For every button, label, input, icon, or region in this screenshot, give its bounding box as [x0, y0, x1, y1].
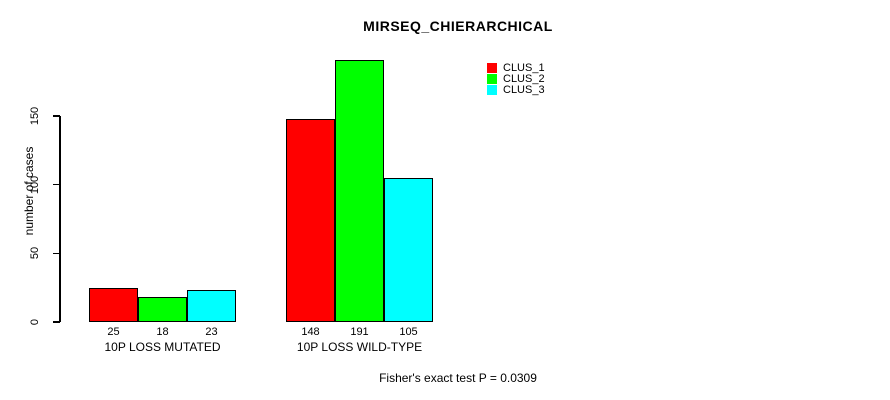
y-tick-label: 0 — [29, 318, 41, 326]
legend-item-clus_3: CLUS_3 — [487, 83, 545, 96]
bar-clus_3-group2 — [384, 177, 433, 322]
y-tick-mark — [53, 115, 60, 117]
y-tick-mark — [53, 321, 60, 323]
x-category-label: 10P LOSS MUTATED — [104, 340, 221, 354]
legend-label: CLUS_1 — [503, 61, 545, 74]
bar-value-label: 23 — [205, 326, 218, 338]
fisher-test-annotation: Fisher's exact test P = 0.0309 — [379, 371, 537, 385]
legend: CLUS_1 CLUS_2 CLUS_3 — [487, 61, 545, 96]
bar-clus_1-group2 — [286, 118, 335, 322]
bar-value-label: 25 — [107, 326, 120, 338]
bar-clus_1-group1 — [89, 287, 138, 322]
x-category-label: 10P LOSS WILD-TYPE — [296, 340, 423, 354]
bar-value-label: 105 — [399, 326, 418, 338]
legend-label: CLUS_2 — [503, 72, 545, 85]
y-axis-line — [59, 116, 61, 322]
legend-swatch-icon — [487, 73, 497, 84]
bar-clus_3-group1 — [187, 290, 236, 322]
y-tick-mark — [53, 252, 60, 255]
bar-value-label: 18 — [156, 326, 169, 338]
y-tick-label: 100 — [29, 175, 41, 194]
chart-title: MIRSEQ_CHIERARCHICAL — [363, 18, 553, 34]
legend-swatch-icon — [487, 84, 497, 95]
legend-item-clus_1: CLUS_1 — [487, 61, 545, 74]
bar-value-label: 191 — [350, 326, 369, 338]
legend-label: CLUS_3 — [503, 83, 545, 96]
y-tick-mark — [53, 183, 60, 186]
legend-item-clus_2: CLUS_2 — [487, 72, 545, 85]
bar-value-label: 148 — [301, 326, 320, 338]
y-tick-label: 150 — [29, 106, 41, 126]
y-tick-label: 50 — [29, 247, 41, 260]
bar-clus_2-group2 — [335, 59, 384, 322]
bar-clus_2-group1 — [138, 297, 187, 322]
legend-swatch-icon — [487, 62, 497, 73]
